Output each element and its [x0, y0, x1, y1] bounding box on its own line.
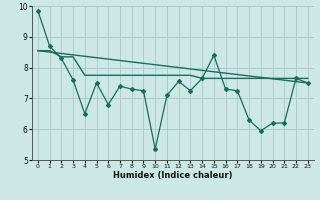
X-axis label: Humidex (Indice chaleur): Humidex (Indice chaleur)	[113, 171, 233, 180]
